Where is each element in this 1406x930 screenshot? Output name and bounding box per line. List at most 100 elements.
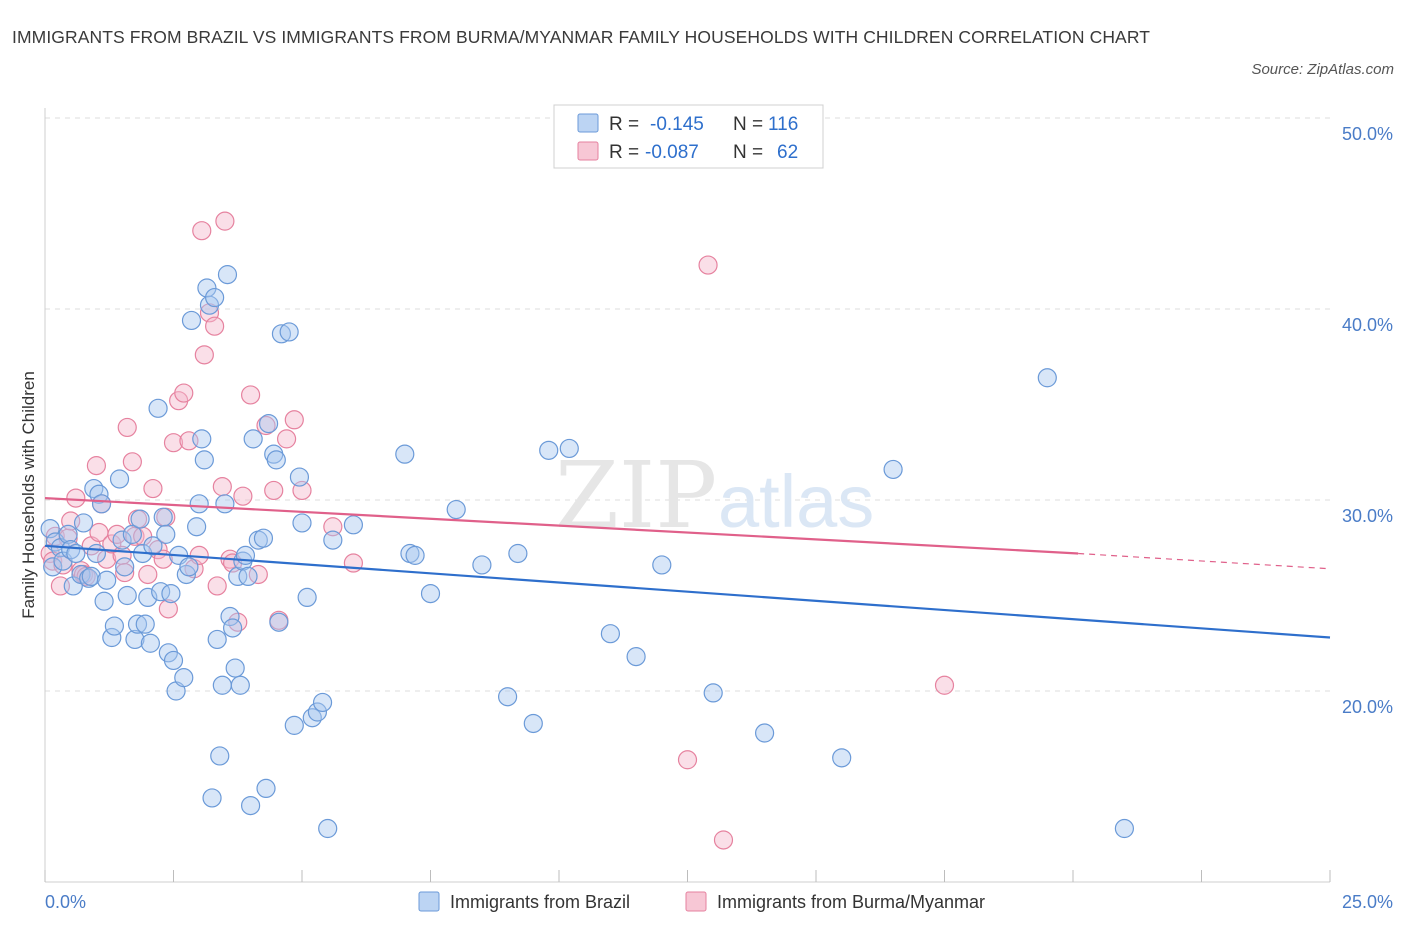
brazil-point-73 (258, 414, 279, 434)
axes (44, 108, 1331, 883)
brazil-point-93 (446, 499, 466, 520)
burma-point-46 (228, 612, 248, 632)
brazil-point-88 (343, 515, 363, 535)
brazil-point-102 (652, 555, 672, 575)
brazil-point-75 (266, 450, 286, 470)
brazil-point-16 (91, 494, 112, 514)
brazil-point-80 (289, 467, 310, 487)
brazil-point-50 (194, 450, 214, 470)
brazil-point-5 (58, 524, 78, 544)
brazil-point-37 (156, 524, 176, 544)
brazil-point-55 (207, 629, 227, 650)
brazil-point-69 (243, 429, 263, 449)
brazil-point-28 (130, 509, 150, 529)
brazil-point-14 (86, 543, 107, 564)
burma-point-47 (233, 486, 253, 506)
brazil-point-49 (192, 429, 212, 449)
brazil-point-82 (297, 587, 317, 608)
y-tick-label-2: 40.0% (1342, 315, 1393, 335)
brazil-point-103 (703, 683, 723, 703)
x-tick-label-0: 0.0% (45, 892, 86, 912)
burma-point-42 (212, 477, 232, 497)
burma-point-43 (215, 211, 235, 231)
brazil-point-79 (284, 715, 304, 735)
burma-trend-line (44, 496, 1079, 555)
brazil-point-100 (600, 624, 621, 644)
burma-point-25 (138, 564, 158, 585)
brazil-point-89 (395, 444, 415, 464)
brazil-point-23 (115, 557, 135, 577)
bottom-legend-label-brazil: Immigrants from Brazil (450, 892, 630, 912)
brazil-point-7 (63, 576, 83, 596)
x-tick-label-1: 25.0% (1342, 892, 1393, 912)
brazil-point-44 (176, 564, 196, 585)
brazil-point-71 (253, 528, 274, 548)
burma-point-61 (934, 675, 955, 695)
brazil-point-86 (318, 818, 338, 839)
brazil-point-53 (202, 788, 222, 808)
source-label: Source: ZipAtlas.com (1251, 61, 1394, 78)
brazil-point-101 (626, 647, 646, 667)
brazil-point-33 (143, 536, 163, 556)
brazil-point-64 (230, 675, 250, 695)
brazil-point-81 (292, 513, 312, 533)
brazil-point-63 (228, 566, 248, 587)
brazil-point-68 (241, 795, 261, 816)
brazil-point-94 (472, 555, 492, 575)
brazil-point-30 (135, 614, 155, 634)
brazil-point-92 (420, 583, 441, 604)
brazil-point-54 (205, 287, 225, 308)
y-tick-label-3: 50.0% (1342, 124, 1393, 144)
brazil-point-98 (539, 440, 559, 460)
series-legend: Immigrants from Brazil Immigrants from B… (418, 891, 985, 912)
watermark-zip: ZIP (555, 442, 717, 549)
brazil-point-10 (73, 513, 94, 533)
chart-title: IMMIGRANTS FROM BRAZIL VS IMMIGRANTS FRO… (12, 27, 1151, 47)
legend-swatch-brazil (577, 113, 599, 133)
y-tick-label-1: 30.0% (1342, 506, 1393, 526)
series-brazil-points (40, 265, 1135, 839)
brazil-point-83 (302, 708, 322, 728)
burma-point-40 (205, 316, 225, 336)
brazil-point-1 (43, 557, 63, 577)
brazil-point-57 (212, 675, 232, 695)
brazil-point-91 (405, 545, 425, 565)
burma-point-56 (323, 517, 343, 537)
brazil-trend-line (44, 544, 1331, 639)
tick-labels: 20.0% 30.0% 40.0% 50.0% 0.0% 25.0% (45, 124, 1393, 912)
legend-n-value-burma: 62 (777, 142, 798, 163)
brazil-point-25 (122, 524, 142, 544)
brazil-point-48 (189, 494, 209, 514)
brazil-point-34 (148, 398, 168, 418)
burma-point-7 (66, 488, 86, 508)
brazil-point-76 (269, 612, 289, 632)
brazil-point-96 (508, 543, 528, 564)
legend-swatch-burma (577, 141, 599, 161)
burma-point-58 (677, 750, 698, 770)
bottom-legend-swatch-burma (685, 891, 707, 912)
brazil-point-104 (754, 723, 775, 743)
brazil-point-107 (1037, 368, 1057, 388)
brazil-point-97 (523, 713, 543, 734)
burma-point-20 (117, 417, 137, 438)
brazil-point-19 (102, 627, 122, 648)
bottom-legend-swatch-brazil (418, 891, 440, 912)
brazil-point-12 (81, 566, 101, 587)
grid (45, 117, 1330, 692)
legend-r-value-brazil: -0.145 (650, 114, 704, 135)
watermark: ZIP atlas (555, 442, 874, 549)
brazil-point-56 (210, 746, 230, 766)
burma-point-38 (194, 345, 214, 365)
brazil-point-24 (117, 585, 137, 606)
brazil-point-78 (279, 322, 299, 342)
brazil-point-39 (161, 583, 181, 604)
brazil-point-22 (112, 530, 132, 550)
brazil-point-67 (238, 566, 258, 587)
brazil-point-106 (883, 459, 903, 480)
brazil-point-46 (181, 310, 202, 331)
y-axis-title: Family Households with Children (19, 371, 38, 619)
brazil-point-95 (498, 687, 518, 707)
burma-point-31 (163, 433, 184, 453)
legend-r-label-brazil: R = (609, 114, 639, 135)
